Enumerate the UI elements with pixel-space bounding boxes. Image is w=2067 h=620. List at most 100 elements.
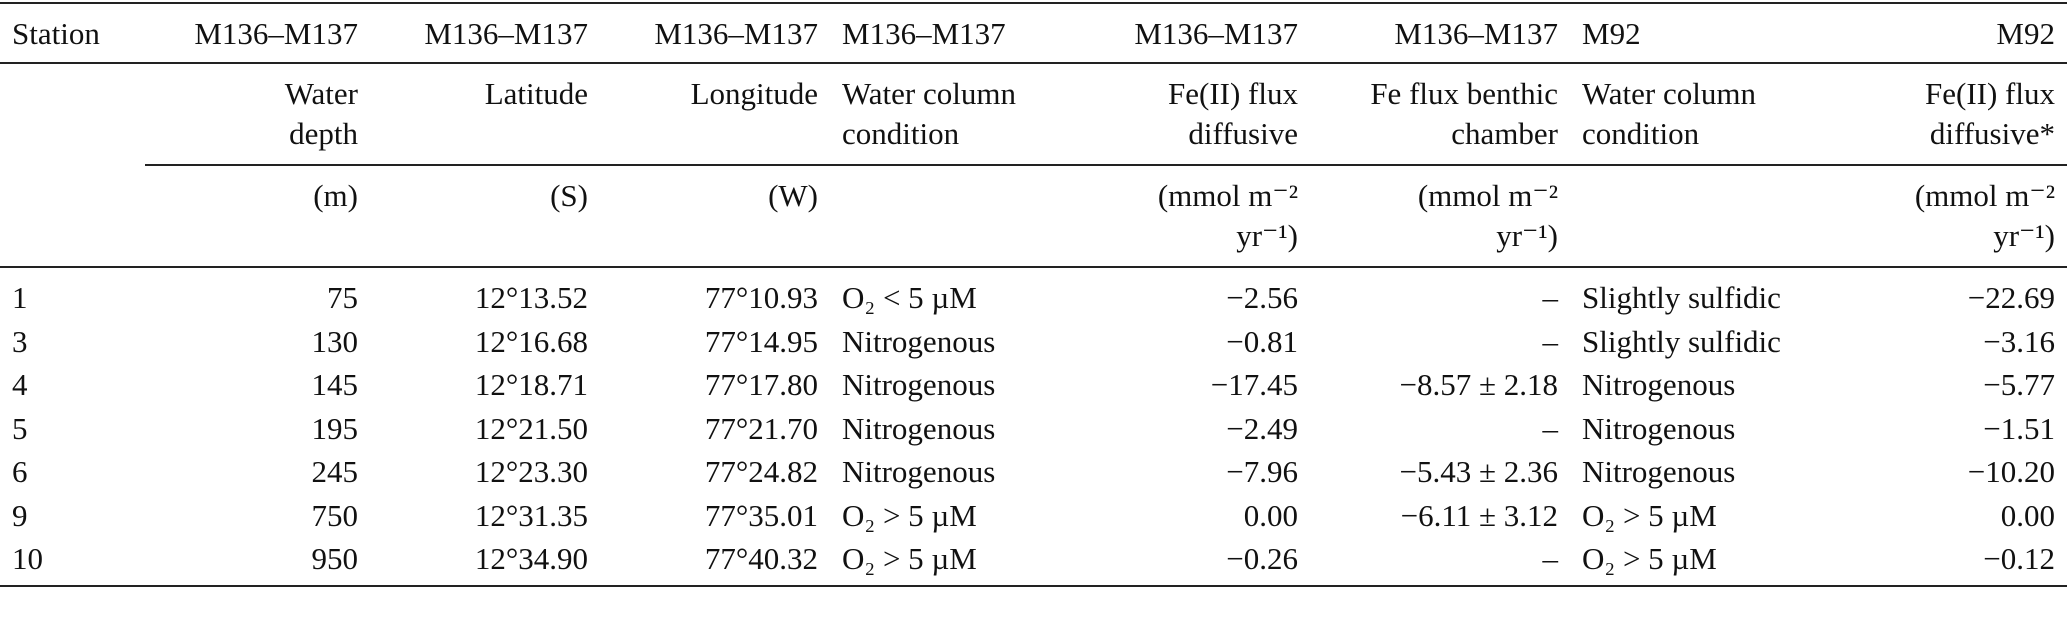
- cell: 10: [0, 537, 145, 587]
- cell: 3: [12, 323, 28, 359]
- header-name: Fe(II) flux diffusive: [1080, 63, 1310, 166]
- cell: −7.96: [1226, 454, 1298, 489]
- cell: −8.57 ± 2.18: [1399, 367, 1559, 402]
- header-line: condition: [842, 116, 960, 151]
- cell: 0.00: [1243, 497, 1298, 533]
- header-line: (mmol m⁻²: [1417, 178, 1558, 213]
- cell: −5.43 ± 2.36: [1399, 454, 1559, 489]
- header-unit: [1570, 165, 1830, 268]
- header-unit: (m): [145, 165, 370, 268]
- header-line: (mmol m⁻²: [1157, 178, 1298, 213]
- cell: Nitrogenous: [842, 367, 996, 402]
- cell: O₂ > 5 µM: [842, 497, 977, 533]
- cell: −10.20: [1967, 454, 2055, 489]
- cell: 6: [12, 454, 28, 489]
- cell: O₂ > 5 µM: [1570, 537, 1830, 587]
- cell: 77°24.82: [704, 454, 818, 489]
- cell: 0.00: [2000, 497, 2055, 533]
- cell: 195: [311, 410, 359, 446]
- cell: 12°18.71: [474, 367, 588, 402]
- cell: 4: [12, 367, 28, 402]
- cell: Slightly sulfidic: [1582, 280, 1781, 315]
- header-line: Latitude: [484, 76, 588, 111]
- header-line: diffusive: [1188, 116, 1298, 151]
- data-row: 3 130 12°16.68 77°14.95 Nitrogenous −0.81 – Sli…: [0, 320, 2067, 364]
- cell: 1: [12, 280, 28, 315]
- cell: −2.56: [1226, 280, 1298, 315]
- header-group: M136–M137: [830, 2, 1080, 64]
- header-line: chamber: [1451, 116, 1558, 151]
- header-line: yr⁻¹): [1496, 218, 1558, 253]
- header-line: (W): [768, 178, 818, 213]
- header-line: (mmol m⁻²: [1914, 178, 2055, 213]
- cell: 77°17.80: [704, 367, 818, 402]
- header-line: Water: [284, 76, 358, 111]
- header-unit: (mmol m⁻² yr⁻¹): [1830, 165, 2067, 268]
- header-line: diffusive*: [1929, 116, 2055, 151]
- header-line: yr⁻¹): [1993, 218, 2055, 253]
- cell: –: [1542, 323, 1559, 359]
- cell: 77°40.32: [600, 537, 830, 587]
- header-group: M92: [1570, 2, 1830, 64]
- header-line: (S): [550, 178, 588, 213]
- cell: −5.77: [1983, 367, 2055, 402]
- cell: 5: [12, 410, 28, 446]
- cell: Slightly sulfidic: [1582, 323, 1781, 359]
- header-group: M136–M137: [145, 2, 370, 64]
- header-name: Water column condition: [830, 63, 1080, 166]
- data-row: 4 145 12°18.71 77°17.80 Nitrogenous −17.45 −8.…: [0, 363, 2067, 407]
- data-row: 6 245 12°23.30 77°24.82 Nitrogenous −7.96 −5.4…: [0, 450, 2067, 494]
- header-line: Water column: [1582, 76, 1756, 111]
- cell: O₂ > 5 µM: [1582, 497, 1717, 533]
- header-name: Latitude: [370, 63, 600, 166]
- cell: 77°10.93: [704, 280, 818, 315]
- cell: Nitrogenous: [1582, 410, 1736, 446]
- header-unit: (W): [600, 165, 830, 268]
- header-unit: [830, 165, 1080, 268]
- data-table: Station M136–M137 M136–M137 M136–M137 M136–M…: [0, 2, 2067, 587]
- cell: −1.51: [1983, 410, 2055, 446]
- cell: 950: [145, 537, 370, 587]
- cell: Nitrogenous: [1582, 367, 1736, 402]
- cell: −2.49: [1226, 410, 1298, 446]
- cell: Nitrogenous: [1582, 454, 1736, 489]
- data-row: 5 195 12°21.50 77°21.70 Nitrogenous −2.49– Nit…: [0, 407, 2067, 451]
- header-name: [0, 63, 145, 165]
- header-line: Fe(II) flux: [1168, 76, 1298, 111]
- table-body: Station M136–M137 M136–M137 M136–M137 M136–M…: [0, 2, 2067, 587]
- cell: 245: [311, 454, 359, 489]
- header-name: Water depth: [145, 63, 370, 166]
- cell: 77°14.95: [704, 323, 818, 359]
- header-unit: [0, 165, 145, 268]
- cell: 77°35.01: [704, 497, 818, 533]
- header-name: Fe(II) flux diffusive*: [1830, 63, 2067, 166]
- header-name: Water column condition: [1570, 63, 1830, 166]
- cell: 12°13.52: [474, 280, 588, 315]
- cell: −0.81: [1226, 323, 1298, 359]
- cell: 77°21.70: [704, 410, 818, 446]
- data-row: 10 950 12°34.90 77°40.32 O₂ > 5 µM −0.26– O₂ >…: [0, 537, 2067, 587]
- cell: 12°16.68: [474, 323, 588, 359]
- header-line: Fe(II) flux: [1925, 76, 2055, 111]
- cell: −0.12: [1830, 537, 2067, 587]
- cell: –: [1542, 410, 1559, 446]
- cell: Nitrogenous: [842, 410, 996, 446]
- cell: −0.26: [1080, 537, 1310, 587]
- header-name: Longitude: [600, 63, 830, 166]
- cell: Nitrogenous: [842, 454, 996, 489]
- header-line: condition: [1582, 116, 1700, 151]
- cell: 750: [311, 497, 359, 533]
- cell: −3.16: [1983, 323, 2055, 359]
- cell: 12°23.30: [474, 454, 588, 489]
- header-unit: (mmol m⁻² yr⁻¹): [1080, 165, 1310, 268]
- header-name-row: Water depth Latitude Longitude Water column c…: [0, 63, 2067, 166]
- data-row: 1 75 12°13.52 77°10.93 O₂ < 5 µM −2.56 – Slight…: [0, 267, 2067, 320]
- cell: 9: [12, 497, 28, 533]
- cell: 12°34.90: [370, 537, 600, 587]
- header-line: Water column: [842, 76, 1016, 111]
- header-unit-row: (m) (S) (W) (mmol m⁻² yr⁻¹) (mmol m⁻² yr⁻¹) (mm…: [0, 165, 2067, 268]
- header-line: (m): [313, 178, 358, 213]
- header-line: yr⁻¹): [1236, 218, 1298, 253]
- header-group: M136–M137: [600, 2, 830, 64]
